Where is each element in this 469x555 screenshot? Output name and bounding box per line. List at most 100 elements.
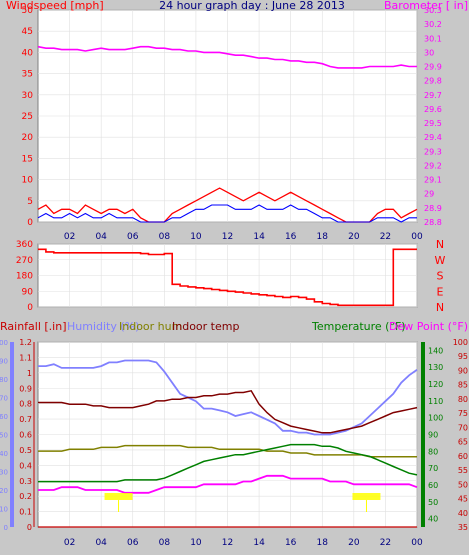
temperature-axis-label: Temperature (°F) (311, 320, 406, 333)
windspeed-tick-label: 35 (22, 70, 33, 80)
panel3-annotations (104, 493, 381, 512)
x-tick-label: 12 (222, 232, 233, 242)
x-tick-label: 02 (64, 232, 75, 242)
temperature-tick-label: 140 (428, 346, 443, 355)
windspeed-tick-label: 30 (22, 91, 34, 101)
windspeed-tick-label: 15 (22, 154, 33, 164)
rainfall-tick-label: 0.7 (19, 415, 32, 424)
barometer-tick-label: 29.4 (424, 133, 442, 142)
dewpoint-line (38, 474, 418, 494)
x-tick-label: 08 (159, 232, 171, 242)
wind-direction-tick-label: 0 (27, 303, 33, 313)
humidity-tick-label: 40 (0, 450, 8, 458)
barometer-tick-label: 29.6 (424, 105, 442, 114)
barometer-tick-label: 29.2 (424, 161, 442, 170)
humidity-tick-label: 50 (0, 432, 8, 440)
windspeed-tick-label: 0 (27, 218, 33, 228)
windspeed-tick-label: 5 (27, 197, 33, 207)
x-tick-label: 22 (380, 538, 391, 548)
x-tick-label: 04 (95, 538, 107, 548)
compass-label: N (436, 238, 444, 251)
dewpoint-tick-label: 85 (458, 381, 468, 390)
temperature-tick-label: 110 (428, 397, 443, 406)
barometer-tick-label: 30.3 (424, 6, 442, 15)
x-tick-label: 20 (348, 538, 360, 548)
humidity-tick-label: 20 (0, 487, 8, 495)
dewpoint-tick-label: 60 (458, 452, 468, 461)
dewpoint-tick-label: 40 (458, 509, 468, 518)
wind-direction-line (38, 248, 417, 307)
panel1-x-ticks: 02 04 06 08 10 12 14 16 18 20 22 00 (64, 232, 423, 242)
barometer-tick-label: 29.8 (424, 77, 442, 86)
rainfall-tick-label: 0.6 (19, 431, 32, 440)
x-tick-label: 06 (127, 232, 139, 242)
panel3-axes: 0 0.1 0.2 0.3 0.4 0.5 0.6 0.7 0.8 0.9 1 1.1 1.2 0 10 20… (0, 338, 468, 532)
rainfall-tick-label: 0.4 (19, 461, 32, 470)
barometer-line (37, 45, 417, 69)
barometer-tick-label: 30.2 (424, 20, 442, 29)
humidity-tick-label: 60 (0, 413, 8, 421)
indoor-temperature-line (38, 389, 418, 434)
temperature-tick-label: 100 (428, 414, 443, 423)
panel3-series (38, 359, 418, 528)
panel1-right-ticks: 28.8 28.9 29 29.1 29.2 29.3 29.4 29.5 29.6 29.7 29… (424, 6, 442, 227)
humidity-tick-label: 90 (0, 358, 8, 366)
humidity-tick-label: 10 (0, 506, 8, 514)
dewpoint-tick-label: 90 (458, 366, 468, 375)
indoor-temp-axis-label: Indoor temp (172, 320, 239, 333)
x-tick-label: 08 (159, 538, 171, 548)
humidity-axis-label: Humidity (%) (67, 320, 139, 333)
panel1-series (37, 45, 418, 223)
windspeed-axis-label: Windspeed [mph] (6, 0, 104, 12)
rainfall-tick-label: 1.1 (19, 353, 32, 362)
humidity-tick-label: 70 (0, 395, 8, 403)
rainfall-tick-label: 0.9 (19, 384, 32, 393)
rainfall-axis-label: Rainfall [.in] (0, 320, 67, 333)
barometer-tick-label: 30 (424, 48, 434, 57)
barometer-tick-label: 29.9 (424, 63, 442, 72)
humidity-tick-label: 100 (0, 339, 8, 347)
x-tick-label: 16 (285, 538, 297, 548)
barometer-tick-label: 28.8 (424, 218, 442, 227)
dewpoint-tick-label: 55 (458, 466, 468, 475)
x-tick-label: 10 (190, 538, 202, 548)
compass-label: E (437, 285, 444, 298)
temperature-tick-label: 60 (428, 481, 438, 490)
rainfall-tick-label: 0.8 (19, 400, 32, 409)
sunset-marker (352, 493, 381, 500)
x-tick-label: 10 (190, 232, 202, 242)
humidity-tick-label: 30 (0, 469, 8, 477)
x-tick-label: 16 (285, 232, 297, 242)
wind-direction-tick-label: 180 (16, 272, 33, 282)
panel-rain-humidity-temperature: 0 0.1 0.2 0.3 0.4 0.5 0.6 0.7 0.8 0.9 1 1.1 1.2 0 10 20… (0, 320, 468, 548)
dewpoint-tick-label: 45 (458, 495, 468, 504)
temperature-tick-label: 70 (428, 464, 438, 473)
rainfall-tick-label: 0 (27, 523, 32, 532)
compass-label: N (436, 301, 444, 314)
humidity-tick-label: 80 (0, 376, 8, 384)
chart-title: 24 hour graph day : June 28 2013 (159, 0, 345, 12)
windspeed-tick-label: 10 (22, 176, 34, 186)
barometer-tick-label: 29.5 (424, 119, 442, 128)
indoor-humidity-line (38, 444, 417, 458)
x-tick-label: 14 (253, 232, 265, 242)
sunrise-marker (104, 493, 133, 500)
dewpoint-tick-label: 100 (453, 338, 468, 347)
x-tick-label: 18 (317, 538, 329, 548)
panel2-series (38, 248, 417, 307)
rainfall-tick-label: 0.2 (19, 492, 32, 501)
x-tick-label: 06 (127, 538, 139, 548)
x-tick-label: 20 (348, 232, 360, 242)
temperature-tick-label: 120 (428, 380, 443, 389)
compass-label: W (435, 254, 446, 267)
barometer-tick-label: 29.3 (424, 147, 442, 156)
dewpoint-tick-label: 50 (458, 480, 468, 489)
wind-direction-tick-label: 360 (16, 240, 33, 250)
panel1-grid (38, 9, 418, 223)
windavg-line (37, 204, 417, 223)
dewpoint-tick-label: 35 (458, 523, 468, 532)
windspeed-tick-label: 20 (22, 133, 34, 143)
barometer-axis-label: Barometer [ in] (384, 0, 468, 12)
